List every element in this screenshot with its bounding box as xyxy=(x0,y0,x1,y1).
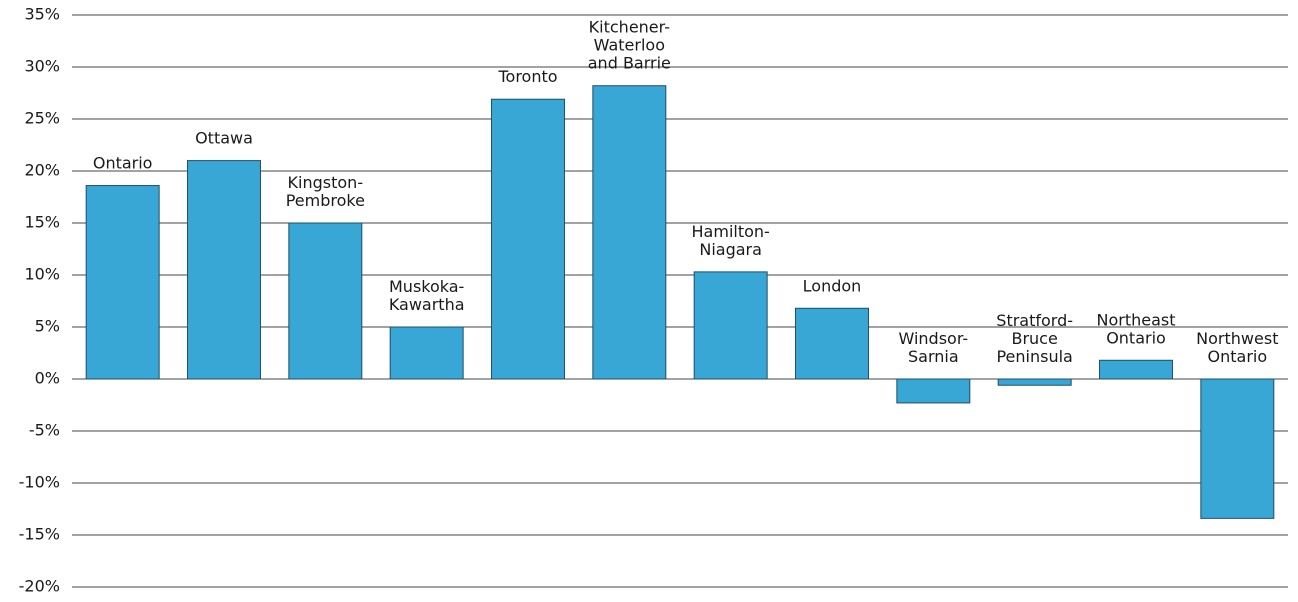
category-label: Northeast Ontario xyxy=(1096,310,1175,347)
category-label: London xyxy=(803,276,862,295)
category-label: Northwest Ontario xyxy=(1196,329,1278,366)
y-tick-label: 5% xyxy=(35,317,60,336)
category-label: Hamilton-Niagara xyxy=(692,221,770,258)
bar xyxy=(187,160,261,380)
category-label: Muskoka-Kawartha xyxy=(389,277,465,314)
y-tick-label: 35% xyxy=(24,5,60,24)
bar xyxy=(896,378,971,404)
y-tick-label: 10% xyxy=(24,265,60,284)
category-label: Windsor-Sarnia xyxy=(898,329,968,366)
bar xyxy=(693,271,768,380)
bar xyxy=(1200,378,1275,519)
y-tick-label: -10% xyxy=(19,473,60,492)
bar xyxy=(85,185,160,380)
bar xyxy=(1099,359,1173,380)
y-tick-label: 30% xyxy=(24,57,60,76)
bar xyxy=(592,85,667,380)
y-tick-label: 15% xyxy=(24,213,60,232)
bar xyxy=(389,326,464,380)
y-tick-label: -20% xyxy=(19,577,60,596)
category-label: Toronto xyxy=(497,67,557,86)
bar xyxy=(997,378,1072,386)
category-label: Stratford-Bruce Peninsula xyxy=(996,311,1073,366)
bar xyxy=(491,98,565,380)
category-label: Ontario xyxy=(93,153,153,172)
category-label: Kitchener-Waterloo and Barrie xyxy=(588,17,671,72)
bar xyxy=(288,222,363,380)
category-label: Ottawa xyxy=(195,128,253,147)
bar xyxy=(795,307,869,380)
category-label: Kingston-Pembroke xyxy=(286,173,365,210)
y-tick-label: 0% xyxy=(35,369,60,388)
y-tick-label: -15% xyxy=(19,525,60,544)
y-tick-label: 20% xyxy=(24,161,60,180)
y-tick-label: -5% xyxy=(29,421,60,440)
y-tick-label: 25% xyxy=(24,109,60,128)
